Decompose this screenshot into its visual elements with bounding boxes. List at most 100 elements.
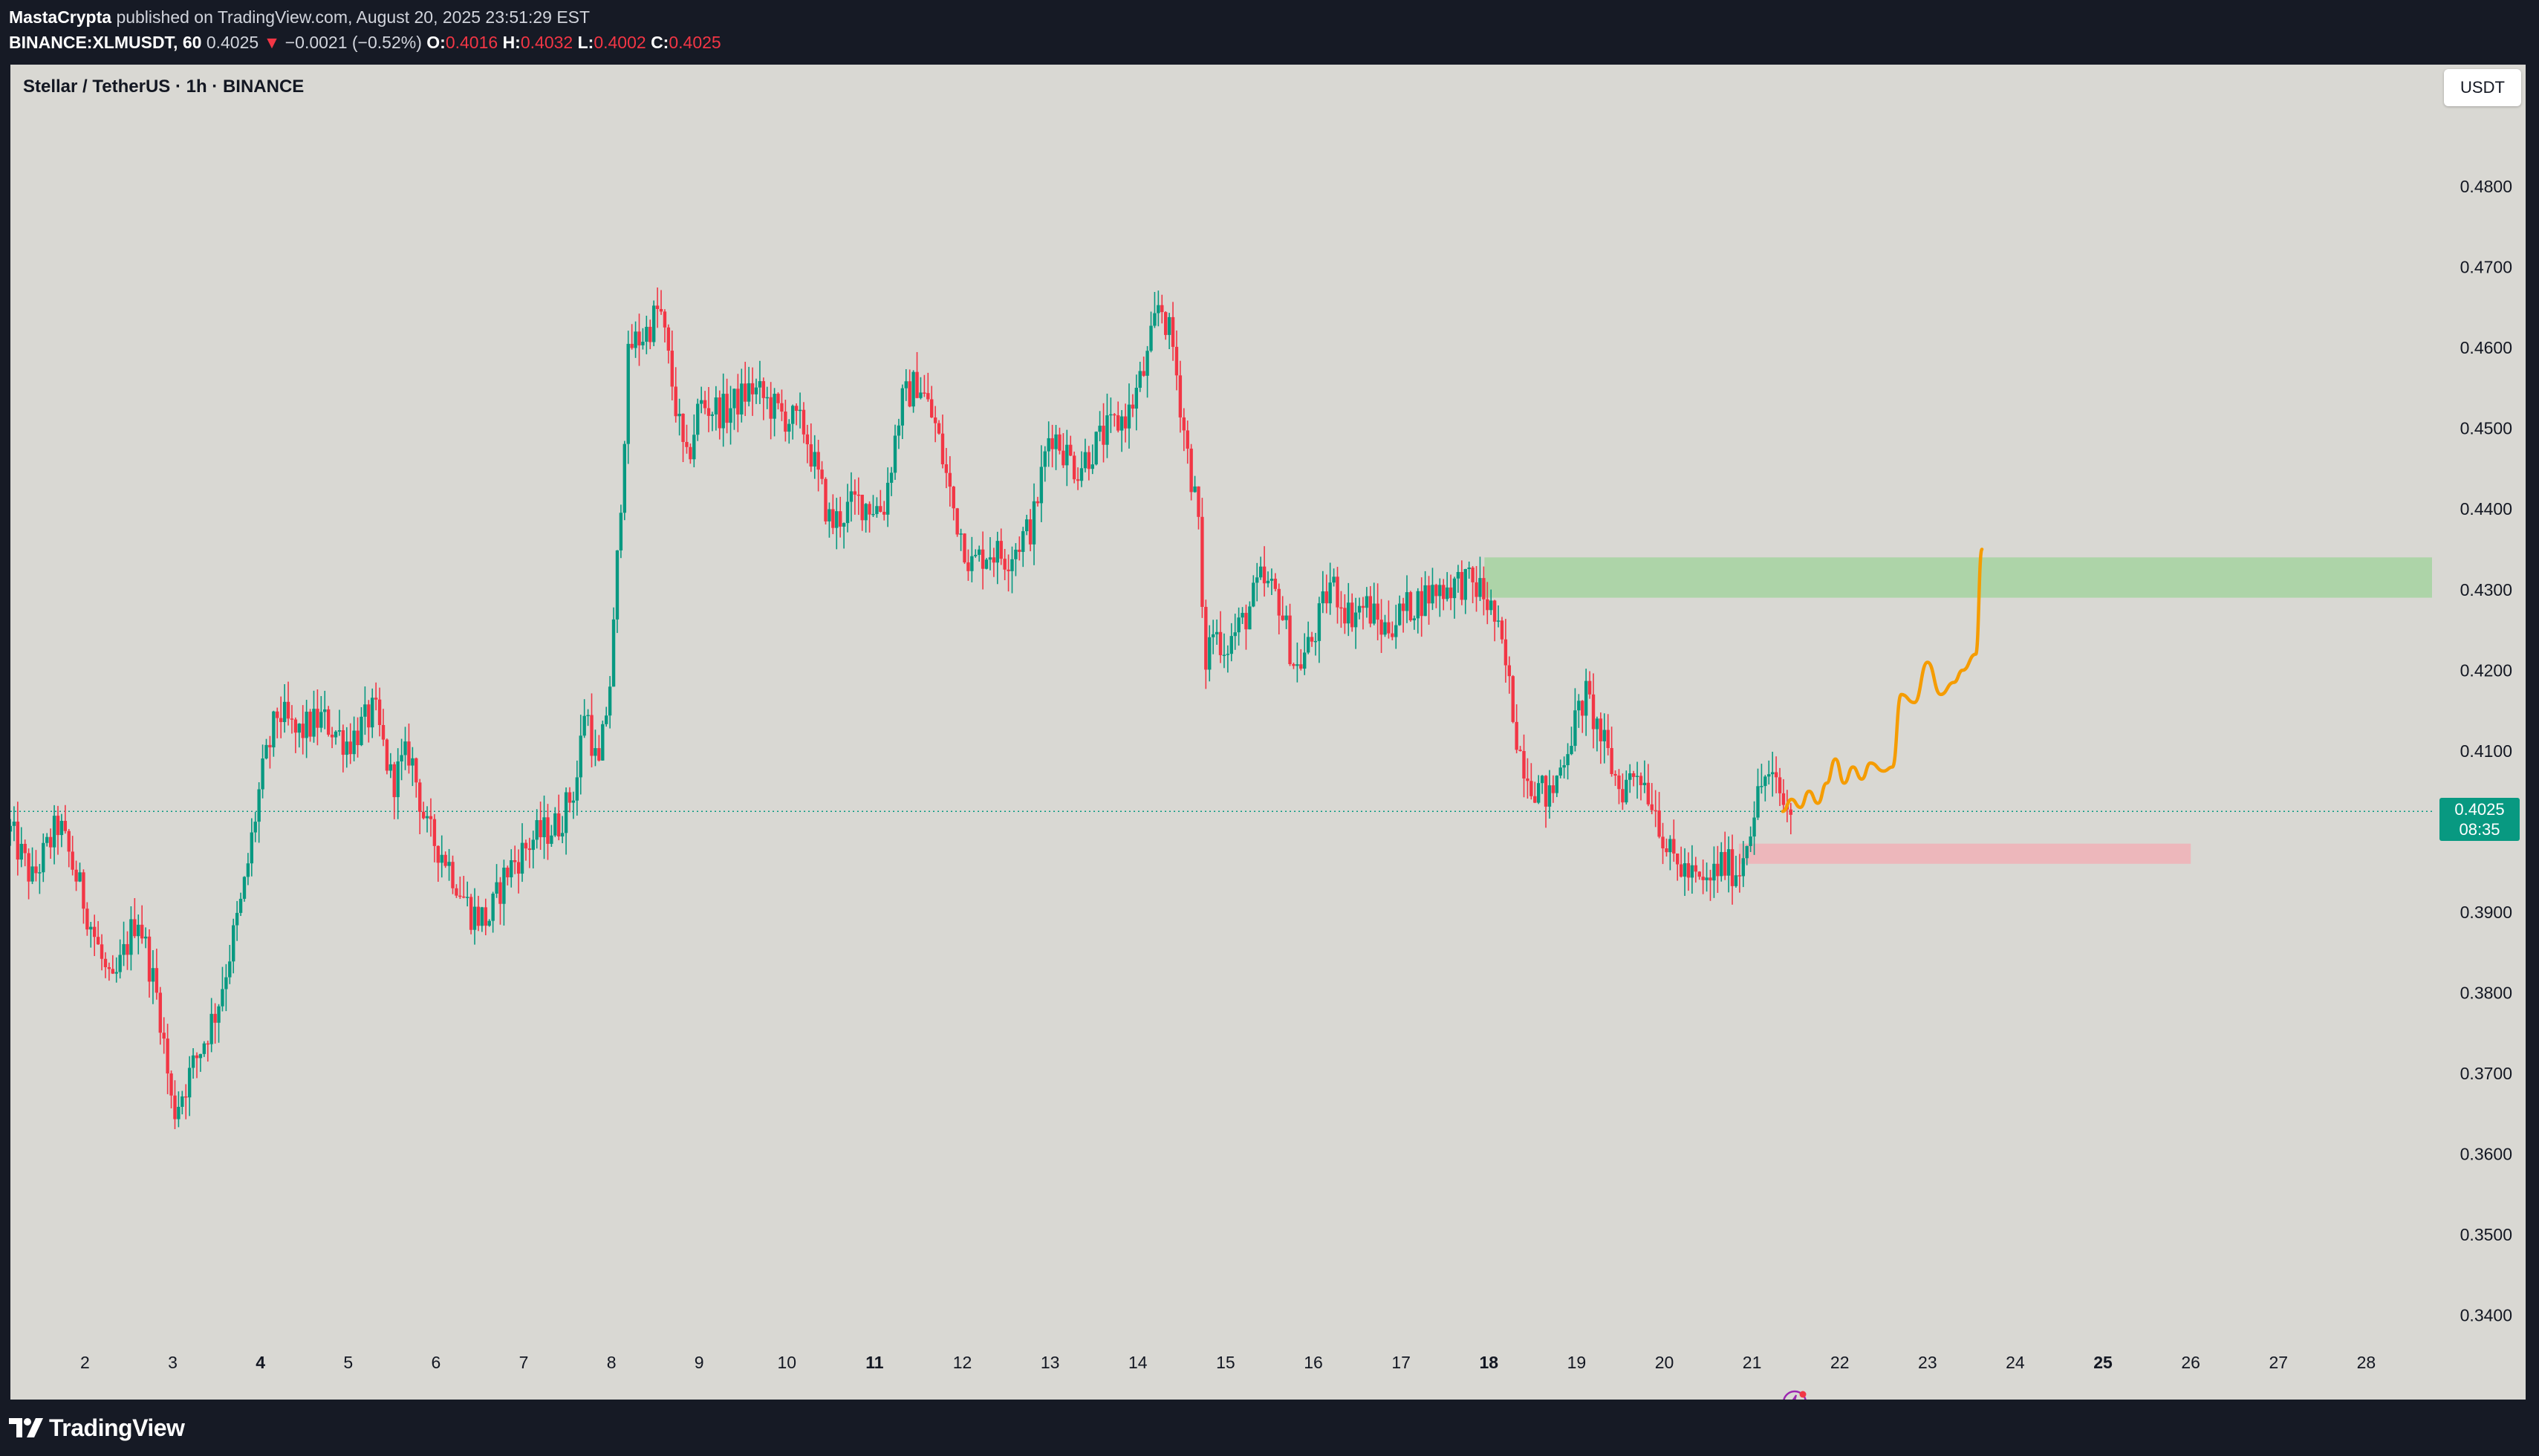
candle — [48, 828, 53, 859]
candle-body — [147, 936, 152, 982]
y-tick-label: 0.3600 — [2460, 1145, 2512, 1164]
candle — [1229, 623, 1233, 662]
candle-body — [791, 406, 795, 424]
candle — [389, 753, 393, 779]
candle — [312, 690, 316, 743]
candle-body — [411, 758, 415, 766]
candle — [703, 391, 707, 415]
candle — [1003, 548, 1007, 581]
candle — [1189, 443, 1193, 501]
candle — [1182, 408, 1186, 452]
candle — [1036, 496, 1040, 507]
candle-body — [1737, 875, 1742, 877]
candle — [1347, 582, 1350, 637]
candle-body — [868, 504, 871, 515]
candle-body — [1486, 599, 1489, 611]
candle — [206, 1040, 209, 1062]
candle-body — [1189, 448, 1193, 493]
currency-button[interactable]: USDT — [2444, 69, 2521, 106]
candle-body — [264, 744, 268, 758]
candle-body — [1328, 582, 1332, 604]
lightning-icon[interactable] — [1781, 1389, 1808, 1400]
candle-body — [143, 936, 148, 939]
candle-body — [246, 863, 250, 877]
author-name[interactable]: MastaCrypta — [9, 7, 112, 27]
candle — [1174, 330, 1179, 391]
candle — [645, 315, 648, 354]
price-chart[interactable]: 0.4800 0.4700 0.4600 0.4500 0.4400 0.4300 0.42… — [10, 65, 2526, 1400]
candle-body — [465, 897, 469, 898]
candle-body — [1306, 637, 1310, 653]
candle — [352, 716, 356, 761]
candle-body — [879, 506, 882, 512]
candle — [802, 402, 806, 443]
candle — [429, 798, 433, 837]
candle-body — [674, 386, 677, 417]
candle — [904, 368, 908, 401]
candle — [506, 865, 510, 885]
candle-body — [893, 435, 897, 473]
candle — [714, 386, 718, 431]
candle-body — [396, 761, 400, 798]
candle — [1752, 801, 1756, 855]
candle-body — [926, 393, 930, 400]
candle — [27, 848, 30, 900]
candle — [319, 696, 323, 732]
candle-body — [1024, 519, 1029, 532]
price-axis[interactable]: 0.4800 0.4700 0.4600 0.4500 0.4400 0.4300 0.42… — [2460, 177, 2512, 1325]
candle — [915, 351, 919, 399]
candle-body — [875, 506, 879, 514]
candle-body — [455, 888, 458, 896]
candle-body — [1222, 654, 1226, 657]
candle-body — [59, 821, 64, 836]
x-tick-label: 6 — [431, 1353, 440, 1372]
candle-body — [1062, 450, 1065, 466]
candle-body — [1069, 444, 1073, 456]
candle-body — [476, 906, 481, 926]
candle — [835, 498, 839, 550]
candle — [96, 920, 100, 945]
candle-body — [177, 1106, 181, 1119]
candle-body — [462, 896, 466, 898]
candle — [1134, 374, 1139, 431]
chart-area[interactable]: 0.4800 0.4700 0.4600 0.4500 0.4400 0.4300 0.42… — [10, 65, 2526, 1400]
candle — [23, 839, 27, 867]
candle — [1054, 425, 1058, 470]
candle-body — [1683, 863, 1687, 877]
candle-body — [1350, 602, 1354, 628]
candle — [630, 324, 634, 350]
candle-body — [107, 966, 111, 969]
candle-body — [1376, 603, 1379, 620]
candle — [706, 387, 711, 432]
time-axis[interactable]: 2 3 4 5 6 7 8 9 10 11 12 13 14 15 16 17 18 19 20 21 22 23 24 25… — [80, 1353, 2376, 1372]
candle — [1116, 401, 1120, 433]
candle — [38, 864, 42, 894]
candle — [619, 504, 623, 559]
candle — [732, 388, 736, 430]
tradingview-logo[interactable]: TradingView — [9, 1411, 185, 1444]
candle — [1686, 852, 1691, 891]
candle — [1368, 586, 1372, 628]
candle-body — [1489, 600, 1493, 611]
candle — [392, 761, 396, 819]
candle — [246, 853, 250, 885]
candle — [1215, 619, 1219, 645]
candle-body — [1028, 519, 1033, 545]
candle-body — [1131, 404, 1135, 409]
candle-body — [586, 715, 590, 717]
candle — [1032, 483, 1036, 565]
candle — [787, 419, 791, 444]
candle — [19, 827, 23, 868]
candle — [1062, 433, 1065, 469]
symbol-info-line: BINANCE:XLMUSDT, 60 0.4025 ▼ −0.0021 (−0… — [9, 33, 721, 53]
candle — [158, 987, 162, 1045]
candle — [516, 849, 521, 894]
candle-body — [421, 811, 426, 819]
candle — [443, 851, 447, 868]
candle-body — [842, 523, 846, 527]
candle — [1039, 445, 1044, 522]
candle-body — [758, 381, 762, 388]
candle — [1306, 621, 1310, 654]
candle-body — [166, 1039, 169, 1074]
candle — [710, 412, 715, 432]
